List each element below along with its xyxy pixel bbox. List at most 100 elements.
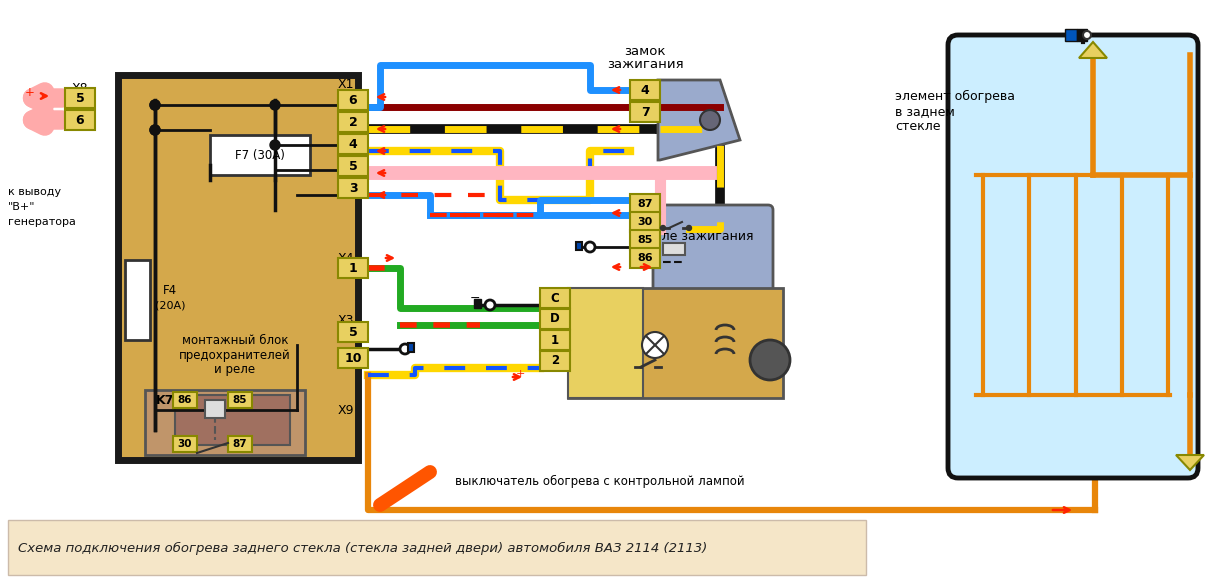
Text: F7 (30A): F7 (30A) <box>235 149 285 161</box>
Circle shape <box>150 125 160 135</box>
Text: в заднем: в заднем <box>895 105 954 118</box>
Text: 1: 1 <box>348 262 357 275</box>
FancyBboxPatch shape <box>631 248 660 268</box>
FancyBboxPatch shape <box>338 348 368 368</box>
Text: предохранителей: предохранителей <box>180 349 291 361</box>
FancyBboxPatch shape <box>540 288 569 308</box>
FancyBboxPatch shape <box>338 156 368 176</box>
Text: X3: X3 <box>338 314 354 326</box>
FancyBboxPatch shape <box>174 392 197 408</box>
Circle shape <box>150 100 160 110</box>
FancyBboxPatch shape <box>9 520 866 575</box>
Text: 85: 85 <box>638 235 653 245</box>
FancyBboxPatch shape <box>631 80 660 100</box>
FancyBboxPatch shape <box>65 88 95 108</box>
Text: 5: 5 <box>76 92 84 104</box>
Text: +: + <box>26 86 35 99</box>
FancyBboxPatch shape <box>474 299 481 308</box>
Circle shape <box>585 242 595 252</box>
FancyBboxPatch shape <box>653 205 774 305</box>
Text: Схема подключения обогрева заднего стекла (стекла задней двери) автомобиля ВАЗ 2: Схема подключения обогрева заднего стекл… <box>18 542 708 554</box>
Text: 86: 86 <box>177 395 192 405</box>
FancyBboxPatch shape <box>631 230 660 250</box>
Polygon shape <box>1079 42 1107 58</box>
FancyBboxPatch shape <box>540 330 569 350</box>
FancyBboxPatch shape <box>338 178 368 198</box>
Text: 5: 5 <box>348 160 357 173</box>
Circle shape <box>485 300 495 310</box>
Text: стекле: стекле <box>895 120 941 133</box>
FancyBboxPatch shape <box>1077 29 1088 41</box>
Text: 4: 4 <box>348 138 357 150</box>
Text: замок: замок <box>624 45 666 58</box>
Text: C: C <box>551 292 560 304</box>
FancyBboxPatch shape <box>210 135 310 175</box>
FancyBboxPatch shape <box>631 194 660 214</box>
Text: 30: 30 <box>638 217 653 227</box>
FancyBboxPatch shape <box>174 436 197 452</box>
FancyBboxPatch shape <box>540 351 569 371</box>
Text: 87: 87 <box>232 439 247 449</box>
Text: элемент обогрева: элемент обогрева <box>895 90 1015 103</box>
Text: 4: 4 <box>640 83 649 97</box>
Text: 7: 7 <box>640 106 649 118</box>
FancyBboxPatch shape <box>664 243 686 255</box>
FancyBboxPatch shape <box>65 110 95 130</box>
FancyBboxPatch shape <box>631 212 660 232</box>
Polygon shape <box>657 80 741 160</box>
FancyBboxPatch shape <box>948 35 1198 478</box>
Text: реле зажигания: реле зажигания <box>646 230 754 243</box>
Text: 6: 6 <box>348 93 357 107</box>
Text: +: + <box>516 369 524 379</box>
Text: монтажный блок: монтажный блок <box>182 333 288 346</box>
FancyBboxPatch shape <box>408 343 414 352</box>
FancyBboxPatch shape <box>338 90 368 110</box>
Text: X4: X4 <box>338 251 354 265</box>
Text: X8: X8 <box>72 82 89 94</box>
Text: 5: 5 <box>348 325 357 339</box>
Circle shape <box>661 226 666 230</box>
FancyBboxPatch shape <box>568 288 643 398</box>
Polygon shape <box>1176 455 1204 470</box>
FancyBboxPatch shape <box>576 242 582 250</box>
Circle shape <box>150 125 160 135</box>
Text: (20A): (20A) <box>155 300 186 310</box>
Circle shape <box>700 110 720 130</box>
Circle shape <box>150 100 160 110</box>
Text: 85: 85 <box>232 395 247 405</box>
FancyBboxPatch shape <box>568 288 783 398</box>
Circle shape <box>1083 31 1091 39</box>
Text: 2: 2 <box>551 354 558 367</box>
Circle shape <box>270 140 280 150</box>
FancyBboxPatch shape <box>631 102 660 122</box>
Text: F4: F4 <box>163 283 177 297</box>
FancyBboxPatch shape <box>125 260 150 340</box>
Text: 1: 1 <box>551 333 558 346</box>
Circle shape <box>400 344 411 354</box>
Text: −: − <box>469 292 480 305</box>
Text: "В+": "В+" <box>9 202 35 212</box>
FancyBboxPatch shape <box>540 309 569 329</box>
Text: 86: 86 <box>637 253 653 263</box>
Circle shape <box>687 226 692 230</box>
Text: зажигания: зажигания <box>606 58 683 71</box>
Text: к выводу: к выводу <box>9 187 61 197</box>
Circle shape <box>270 100 280 110</box>
FancyBboxPatch shape <box>338 112 368 132</box>
Text: 6: 6 <box>76 114 84 127</box>
Text: X9: X9 <box>338 403 354 416</box>
Text: K7: K7 <box>156 394 175 406</box>
FancyBboxPatch shape <box>205 400 225 418</box>
FancyBboxPatch shape <box>229 392 252 408</box>
Text: генератора: генератора <box>9 217 76 227</box>
FancyBboxPatch shape <box>338 134 368 154</box>
Text: 87: 87 <box>637 199 653 209</box>
Circle shape <box>750 340 789 380</box>
Text: 10: 10 <box>345 352 362 364</box>
Text: 30: 30 <box>177 439 192 449</box>
FancyBboxPatch shape <box>338 322 368 342</box>
FancyBboxPatch shape <box>1066 29 1077 41</box>
Text: 2: 2 <box>348 115 357 128</box>
FancyBboxPatch shape <box>175 395 290 445</box>
FancyBboxPatch shape <box>338 258 368 278</box>
